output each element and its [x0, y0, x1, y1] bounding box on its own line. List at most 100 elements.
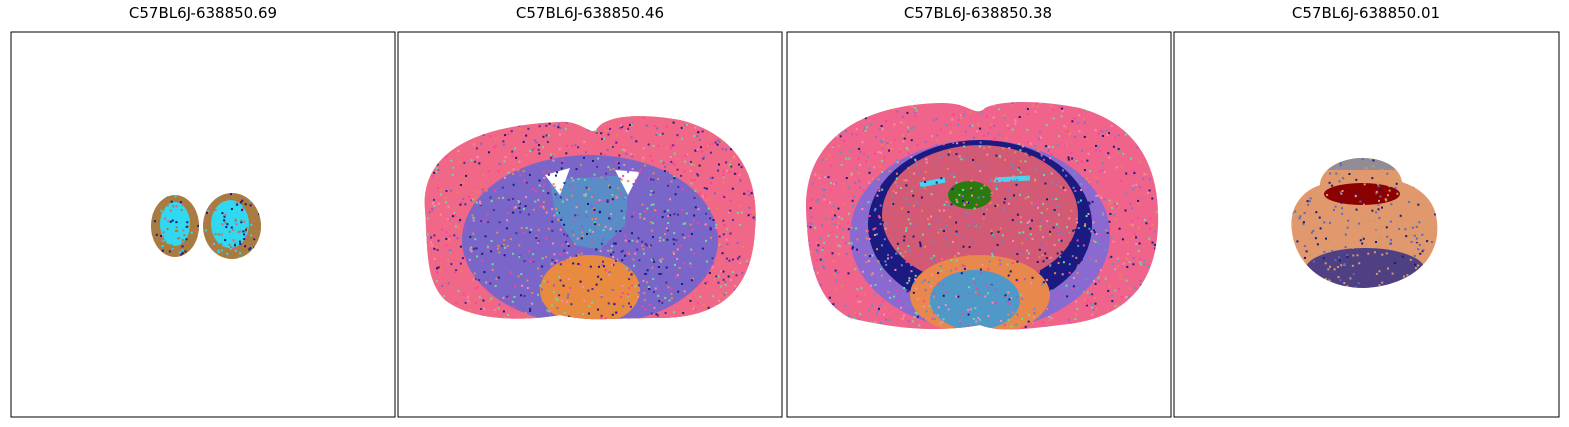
cell-dot: [471, 198, 474, 201]
cell-dot: [963, 203, 966, 206]
cell-dot: [1045, 145, 1048, 148]
cell-dot: [666, 171, 669, 174]
cell-dot: [433, 247, 436, 250]
cell-dot: [489, 113, 491, 115]
cell-dot: [638, 171, 641, 174]
cell-dot: [230, 226, 233, 229]
cell-dot: [456, 191, 459, 194]
cell-dot: [527, 213, 530, 216]
cell-dot: [919, 243, 922, 246]
cell-dot: [1127, 295, 1130, 298]
cell-dot: [593, 324, 595, 326]
cell-dot: [497, 247, 499, 250]
cell-dot: [462, 198, 465, 201]
cell-dot: [597, 120, 600, 123]
cell-dot: [454, 271, 456, 274]
cell-dot: [1089, 283, 1092, 286]
cell-dot: [651, 266, 654, 269]
cell-dot: [610, 200, 613, 203]
cell-dot: [479, 182, 482, 185]
cell-dot: [1335, 290, 1337, 292]
cell-dot: [1431, 182, 1434, 185]
cell-dot: [224, 199, 227, 201]
cell-dot: [649, 155, 652, 158]
cell-dot: [963, 267, 966, 270]
cell-dot: [1090, 230, 1093, 233]
cell-dot: [1011, 102, 1013, 104]
cell-dot: [256, 196, 259, 199]
cell-dot: [681, 316, 684, 319]
cell-dot: [460, 270, 463, 273]
cell-dot: [681, 189, 684, 192]
cell-dot: [502, 143, 505, 146]
cell-dot: [1054, 331, 1056, 333]
cell-dot: [561, 162, 563, 164]
cell-dot: [442, 116, 445, 118]
cell-dot: [565, 240, 567, 243]
cell-dot: [1022, 176, 1025, 179]
cell-dot: [1082, 244, 1085, 247]
cell-dot: [1010, 325, 1013, 328]
cell-dot: [854, 318, 857, 321]
cell-dot: [1007, 291, 1010, 294]
cell-dot: [1104, 248, 1107, 251]
cell-dot: [980, 187, 983, 190]
cell-dot: [643, 252, 645, 255]
cell-dot: [1099, 322, 1102, 325]
cell-dot: [873, 292, 876, 295]
cell-dot: [1034, 179, 1036, 182]
cell-dot: [488, 117, 491, 120]
cell-dot: [735, 308, 738, 311]
cell-dot: [1009, 270, 1012, 273]
cell-dot: [566, 234, 569, 237]
cell-dot: [896, 110, 899, 113]
cell-dot: [760, 320, 762, 322]
cell-dot: [1162, 124, 1164, 126]
cell-dot: [941, 256, 944, 259]
cell-dot: [979, 145, 982, 148]
cell-dot: [1029, 142, 1032, 145]
cell-dot: [1126, 313, 1129, 316]
cell-dot: [738, 173, 741, 176]
cell-dot: [951, 296, 954, 299]
cell-dot: [897, 102, 900, 104]
cell-dot: [913, 281, 916, 284]
cell-dot: [919, 245, 922, 248]
cell-dot: [733, 288, 736, 291]
cell-dot: [651, 160, 654, 163]
cell-dot: [571, 186, 574, 189]
cell-dot: [547, 227, 550, 230]
cell-dot: [1117, 325, 1120, 328]
cell-dot: [628, 302, 630, 305]
cell-dot: [1411, 226, 1414, 229]
cell-dot: [708, 215, 711, 218]
cell-dot: [1064, 126, 1067, 129]
cell-dot: [812, 322, 815, 325]
cell-dot: [995, 301, 998, 304]
cell-dot: [955, 181, 958, 184]
cell-dot: [1146, 156, 1149, 159]
cell-dot: [922, 300, 925, 303]
cell-dot: [588, 188, 591, 191]
cell-dot: [598, 199, 601, 202]
cell-dot: [949, 131, 952, 134]
cell-dot: [1339, 164, 1342, 167]
cell-dot: [1007, 274, 1010, 277]
cell-dot: [677, 185, 680, 188]
cell-dot: [1412, 287, 1415, 288]
cell-dot: [590, 205, 593, 208]
cell-dot: [1407, 290, 1409, 292]
cell-dot: [253, 246, 256, 249]
cell-dot: [907, 211, 910, 214]
cell-dot: [1124, 133, 1127, 136]
cell-dot: [550, 263, 553, 266]
cell-dot: [1129, 333, 1131, 335]
cell-dot: [1126, 335, 1128, 337]
cell-dot: [534, 170, 537, 173]
cell-dot: [703, 156, 705, 159]
cell-dot: [552, 183, 555, 186]
cell-dot: [1098, 150, 1101, 153]
cell-dot: [652, 258, 655, 261]
cell-dot: [508, 327, 510, 329]
cell-dot: [723, 293, 726, 296]
